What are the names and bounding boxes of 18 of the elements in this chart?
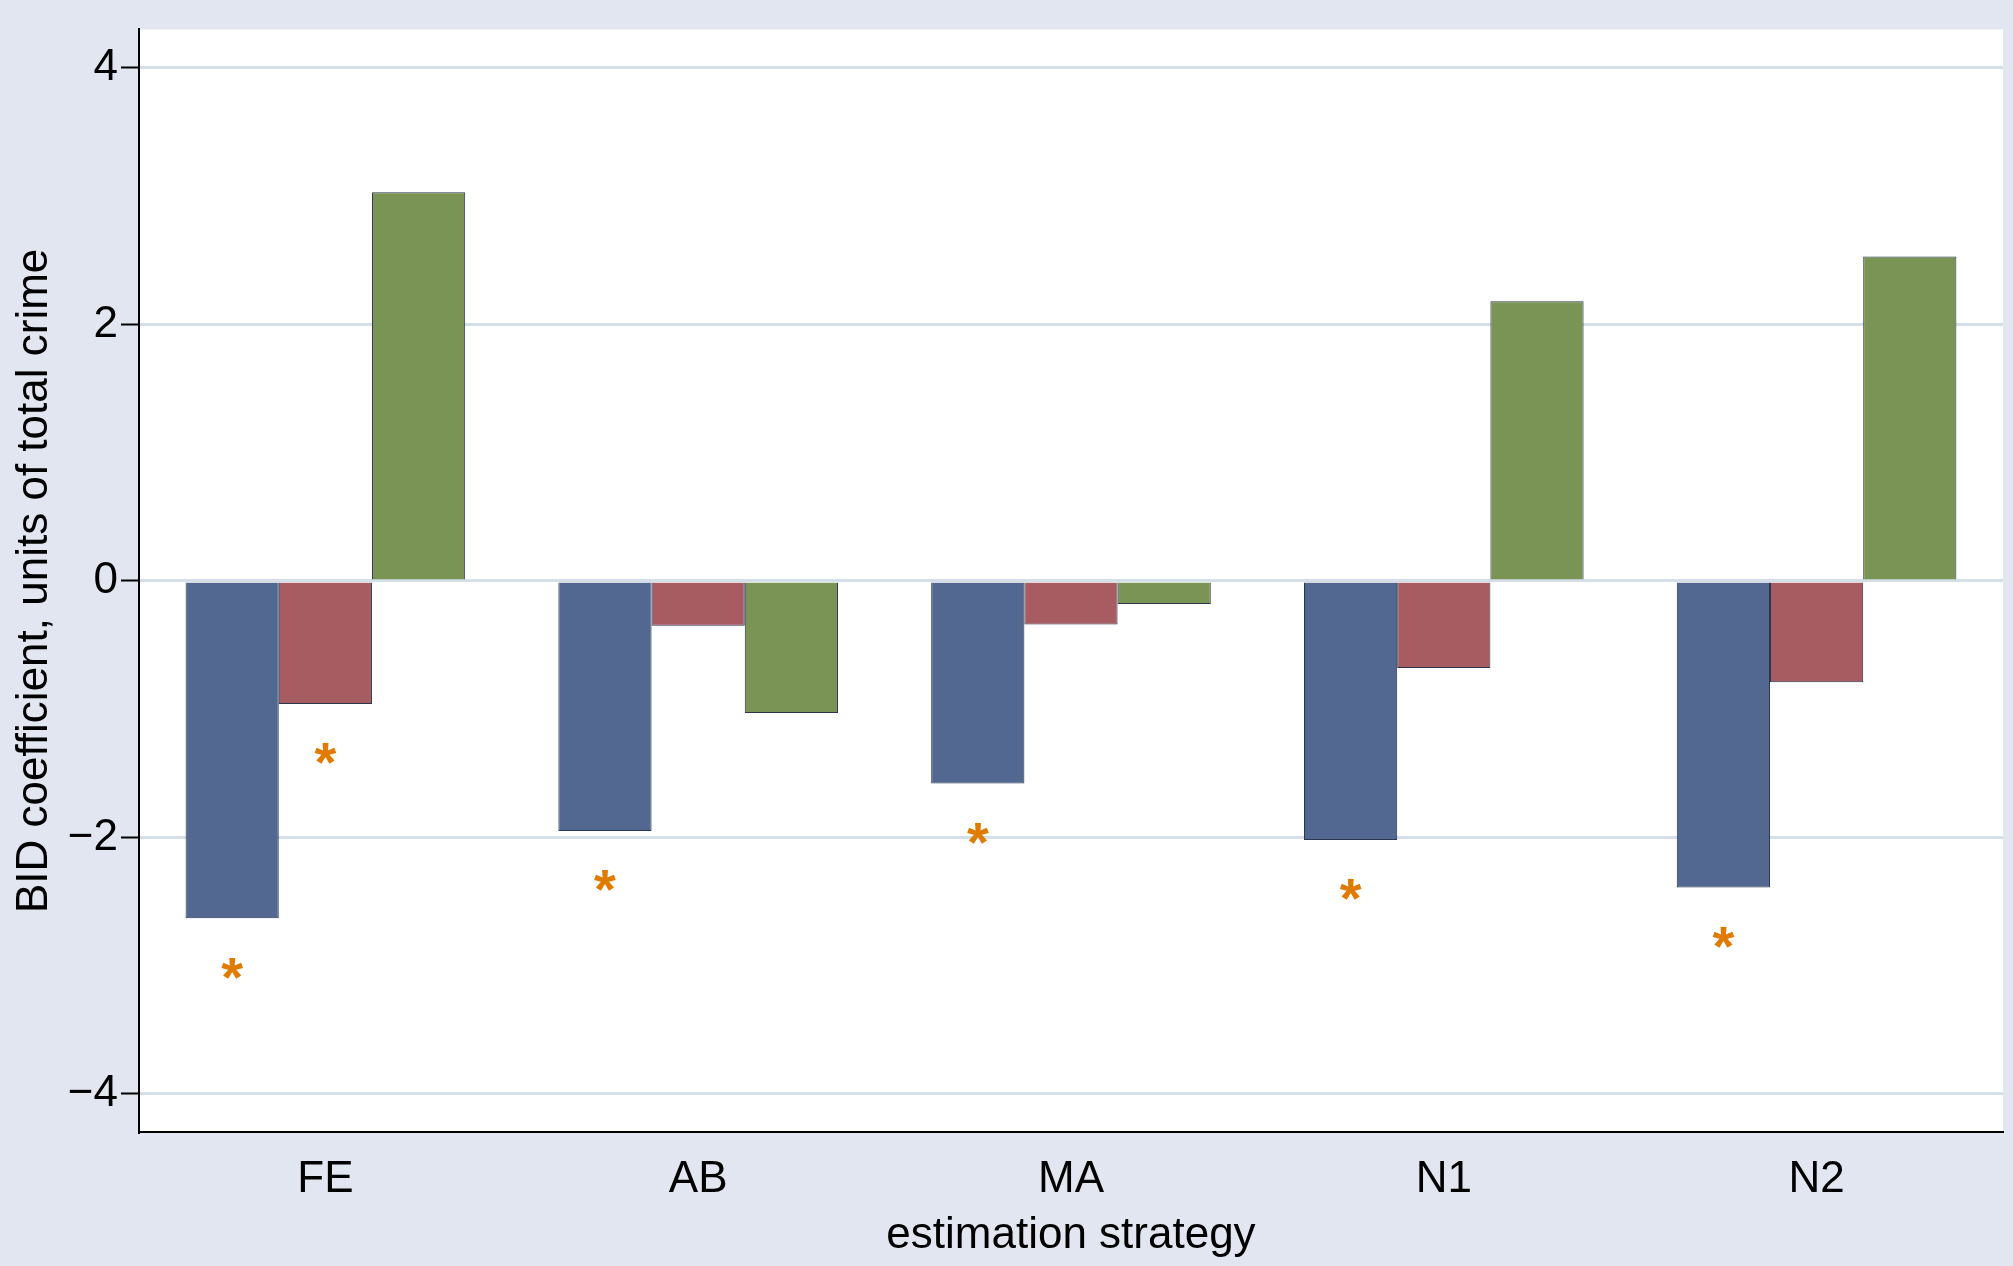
x-tick-label: FE [297,1151,354,1201]
y-axis-title: BID coefficient, units of total crime [6,248,56,914]
y-tick-label: −2 [67,809,118,859]
y-tick-label: −4 [67,1066,118,1116]
y-tick-label: 4 [93,40,118,90]
y-tick-label: 0 [93,553,118,603]
x-tick-label: N1 [1415,1151,1472,1201]
x-axis-title: estimation strategy [886,1207,1256,1257]
annotation: * [221,944,244,1008]
y-tick-label: 2 [93,296,118,346]
x-tick-label: N2 [1788,1151,1845,1201]
x-tick-label: AB [668,1151,728,1201]
annotation: * [594,857,617,921]
annotation: * [1712,913,1735,977]
x-tick-label: MA [1037,1151,1105,1201]
annotation: * [966,809,989,873]
annotation: * [1339,866,1362,930]
annotation: * [314,730,337,794]
